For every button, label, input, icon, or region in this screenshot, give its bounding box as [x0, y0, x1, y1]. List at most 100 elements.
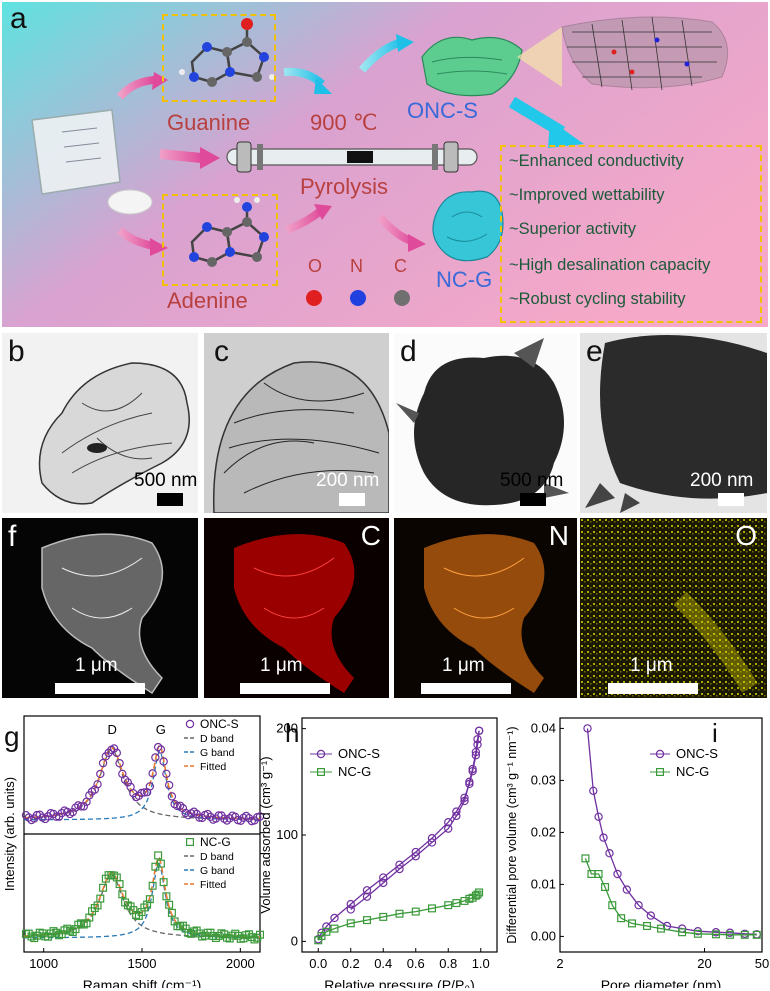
nc-g-adsorption-point — [473, 890, 482, 899]
nc-g-pore-point — [628, 919, 637, 928]
feature-2: ~Improved wettability — [509, 186, 665, 204]
nc-g-adsorption-point — [346, 919, 355, 928]
panel-d-letter: d — [400, 335, 417, 368]
nc-g-adsorption-point — [330, 924, 339, 933]
onc-s-raman-point — [68, 807, 77, 817]
nitrogen-atom-icon — [350, 290, 366, 306]
onc-s-desorption-point — [346, 905, 355, 914]
onc-s-pore-point — [613, 869, 622, 879]
scale-e-bar — [718, 493, 744, 506]
x-tick-label: 1000 — [29, 956, 58, 971]
onc-s-raman-point — [159, 757, 168, 766]
map-f-drawing — [41, 533, 164, 695]
nc-g-raman-point — [118, 890, 127, 899]
onc-s-adsorption-point — [379, 873, 388, 882]
panel-h-letter: h — [285, 718, 299, 748]
nc-g-raman-point — [184, 928, 193, 937]
onc-s-adsorption-point — [346, 899, 355, 909]
y-tick-label: 0.02 — [531, 824, 556, 839]
x-tick-label: 0.4 — [374, 956, 392, 971]
legend-label: G band — [200, 865, 235, 877]
panel-g-letter: g — [4, 721, 20, 752]
panel-i-letter: i — [712, 718, 718, 748]
legend-marker — [186, 838, 195, 847]
nc-g-pore-point — [581, 854, 590, 863]
y-tick-label: 0.01 — [531, 876, 556, 891]
onc-s-raman-point — [123, 778, 133, 787]
y-axis-title: Differential pore volume (cm³ g⁻¹ nm⁻¹) — [505, 726, 519, 943]
x-axis-title: Raman shift (cm⁻¹) — [83, 977, 202, 988]
y-tick-label: 0.04 — [531, 720, 556, 735]
onc-s-pore-point — [634, 900, 643, 910]
onc-s-raman-point — [35, 810, 44, 819]
guanine-molecule-icon — [179, 18, 275, 87]
raman-chart: 1000 1500 2000 Raman shift (cm⁻¹) Intensity … — [2, 715, 265, 988]
nc-g-raman-point — [82, 919, 91, 928]
nc-g-raman-point — [211, 934, 220, 943]
map-image-o: O 1 μm — [580, 518, 767, 698]
nc-g-raman-point — [154, 851, 163, 860]
nc-g-raman-point — [170, 917, 179, 926]
nc-g-raman-point — [165, 900, 174, 909]
adenine-label: Adenine — [167, 288, 248, 313]
graphene-lattice-icon — [561, 16, 729, 91]
onc-s-raman-point — [173, 801, 182, 811]
legend-marker — [317, 767, 326, 776]
nc-g-label: NC-G — [436, 267, 493, 292]
onc-s-raman-point — [24, 813, 33, 822]
nc-g-raman-point — [110, 871, 119, 880]
nc-g-raman-point — [55, 931, 64, 940]
onc-s-pore-point — [605, 848, 614, 858]
nc-g-raman-point — [71, 925, 80, 934]
nc-g-pore-point — [725, 930, 734, 939]
nc-g-raman-point — [228, 931, 237, 940]
onc-s-pore-point — [646, 911, 656, 920]
x-axis-title: Pore diameter (nm) — [601, 977, 722, 988]
nc-g-raman-point — [209, 932, 218, 941]
onc-s-raman-point — [98, 758, 108, 768]
scale-d-label: 500 nm — [500, 470, 564, 491]
nc-g-raman-point — [66, 926, 75, 935]
tem-image-e: e 200 nm — [580, 333, 767, 513]
map-o-label: O — [735, 520, 757, 551]
legend-label-onc-s: ONC-S — [676, 746, 718, 761]
nc-g-adsorption-point — [395, 909, 404, 918]
scale-map-c-label: 1 μm — [260, 655, 303, 676]
nc-g-raman-point — [242, 931, 251, 940]
onc-s-raman-point — [206, 812, 215, 822]
tem-b-drawing — [38, 362, 190, 505]
nc-g-raman-point — [129, 906, 138, 915]
onc-s-raman-point — [156, 745, 166, 754]
oxygen-atom-icon — [306, 290, 322, 306]
tem-image-d: d 500 nm — [394, 333, 577, 513]
y-tick-label: 0.00 — [531, 928, 556, 943]
scale-map-n-label: 1 μm — [442, 655, 485, 676]
nc-g-raman-point — [231, 929, 240, 938]
nc-g-raman-point — [217, 929, 226, 938]
x-axis-title: Relative pressure (P/P₀) — [324, 977, 475, 988]
arrow-to-guanine — [116, 76, 155, 100]
tem-d-drawing — [396, 338, 569, 506]
onc-s-raman-point — [93, 780, 102, 789]
nc-g-adsorption-point — [322, 927, 331, 936]
nc-g-pore-line — [584, 858, 757, 936]
onc-s-raman-point — [21, 810, 31, 820]
legend-label: G band — [200, 747, 235, 759]
nc-g-raman-point — [74, 920, 83, 929]
onc-s-raman-point — [79, 802, 88, 811]
y-tick-label: 200 — [276, 721, 298, 736]
legend-marker — [316, 749, 326, 759]
legend-label: ONC-S — [200, 717, 239, 731]
scale-f-label: 1 μm — [75, 655, 118, 676]
x-tick-label: 50 — [755, 956, 769, 971]
nc-g-raman-point — [250, 935, 259, 944]
plot-frame — [559, 717, 763, 953]
features-box — [500, 145, 762, 323]
onc-s-raman-point — [115, 759, 124, 768]
onc-s-raman-point — [181, 808, 190, 818]
onc-s-pore-point — [583, 724, 592, 733]
x-tick-label: 0.6 — [407, 956, 425, 971]
scale-e-label: 200 nm — [690, 470, 754, 491]
scale-map-o-bar — [608, 683, 698, 694]
nc-g-raman-point — [27, 932, 36, 941]
